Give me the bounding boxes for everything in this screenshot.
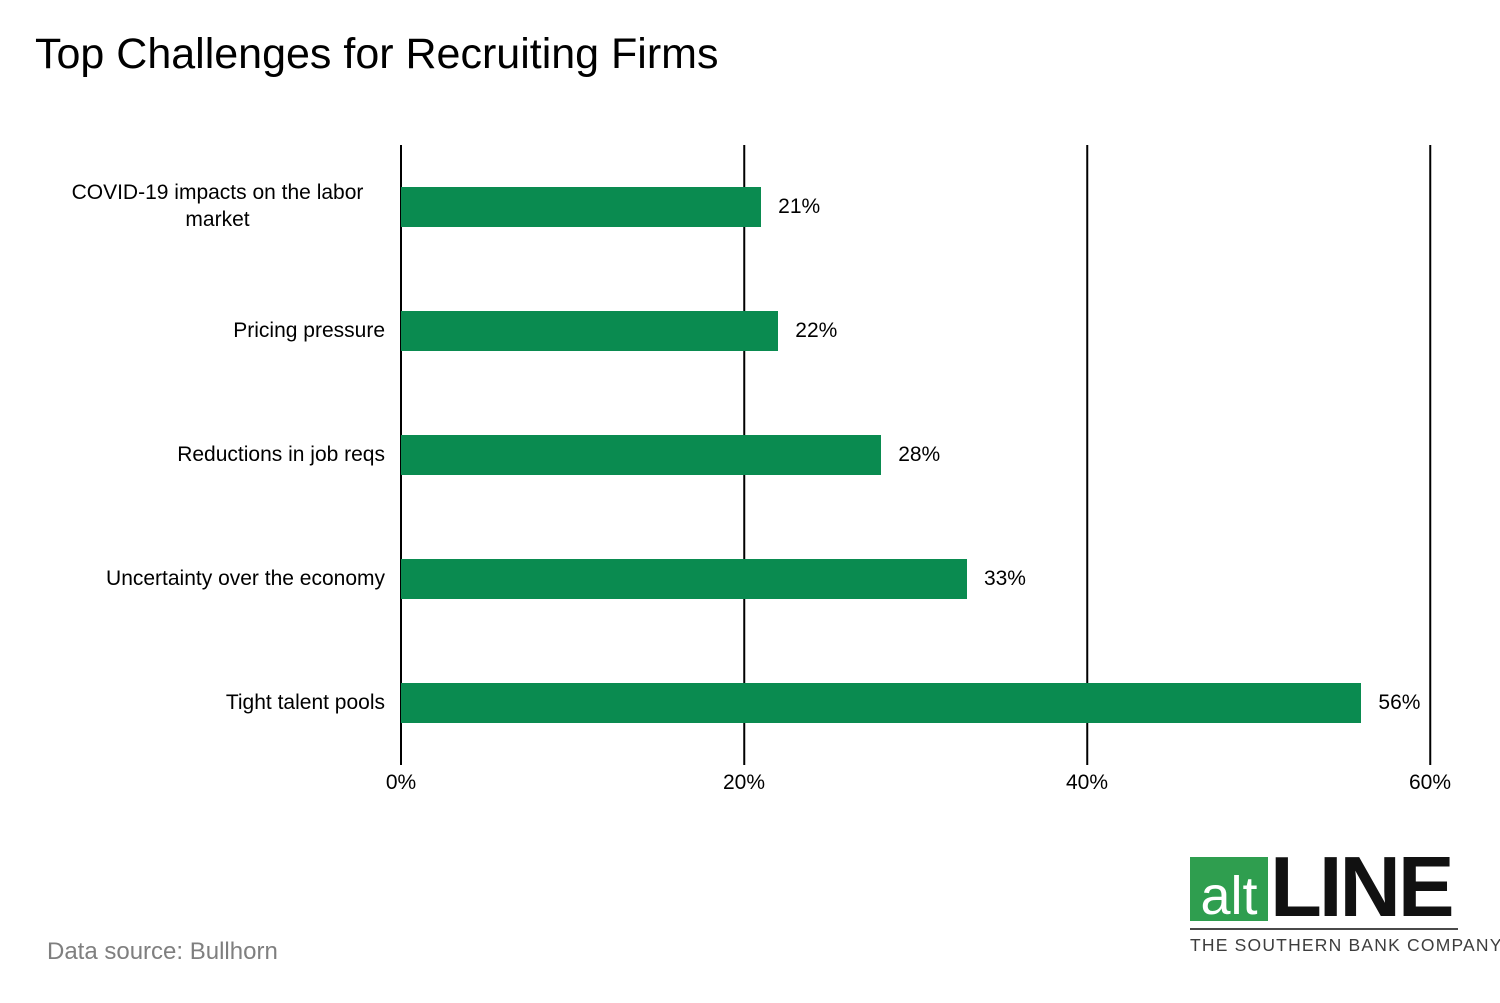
x-tick-label: 0% [385,771,417,794]
category-label: Pricing pressure [40,318,385,345]
bar-track: 33% [401,559,1430,599]
chart-title: Top Challenges for Recruiting Firms [35,30,719,78]
value-label: 22% [795,319,838,342]
category-label-text: Tight talent pools [225,690,385,714]
bar [401,683,1362,723]
bar [401,187,762,227]
x-axis-labels: 0% 20% 40% 60% [386,771,1451,801]
bar-row: Reductions in job reqs 28% [40,393,1460,517]
source-note: Data source: Bullhorn [47,938,278,965]
category-label: COVID-19 impacts on the labor market [40,180,385,234]
bar-track: 22% [401,311,1430,351]
bar [401,435,882,475]
rows: COVID-19 impacts on the labor market 21% P… [40,145,1460,765]
category-label-text: Pricing pressure [233,318,385,342]
category-label-text: Reductions in job reqs [177,442,385,466]
altline-logo-wordmark: alt LINE [1190,840,1458,935]
value-label: 21% [778,195,821,218]
bar-row: COVID-19 impacts on the labor market 21% [40,145,1460,269]
altline-logo-tagline: THE SOUTHERN BANK COMPANY [1190,934,1500,955]
bar [401,311,779,351]
altline-logo: alt LINE THE SOUTHERN BANK COMPANY [1190,840,1500,956]
value-label: 33% [983,567,1026,590]
category-label: Uncertainty over the economy [40,566,385,593]
altline-logo-line-text: LINE [1270,840,1455,935]
altline-logo-alt-text: alt [1200,866,1258,927]
bar-track: 21% [401,187,1430,227]
bar [401,559,967,599]
bar-track: 28% [401,435,1430,475]
value-label: 56% [1378,691,1421,714]
bar-track: 56% [401,683,1430,723]
category-label: Reductions in job reqs [40,442,385,469]
bar-row: Pricing pressure 22% [40,269,1460,393]
category-label-text: Uncertainty over the economy [106,566,385,590]
x-tick-label: 20% [722,771,766,794]
x-tick-label: 60% [1408,771,1452,794]
category-label-text: COVID-19 impacts on the labor market [71,181,364,231]
category-label: Tight talent pools [40,690,385,717]
x-tick-label: 40% [1065,771,1109,794]
bar-row: Tight talent pools 56% [40,641,1460,765]
bar-row: Uncertainty over the economy 33% [40,517,1460,641]
altline-logo-divider [1190,927,1458,930]
value-label: 28% [898,443,941,466]
altline-logo-green-box: alt [1190,856,1268,927]
